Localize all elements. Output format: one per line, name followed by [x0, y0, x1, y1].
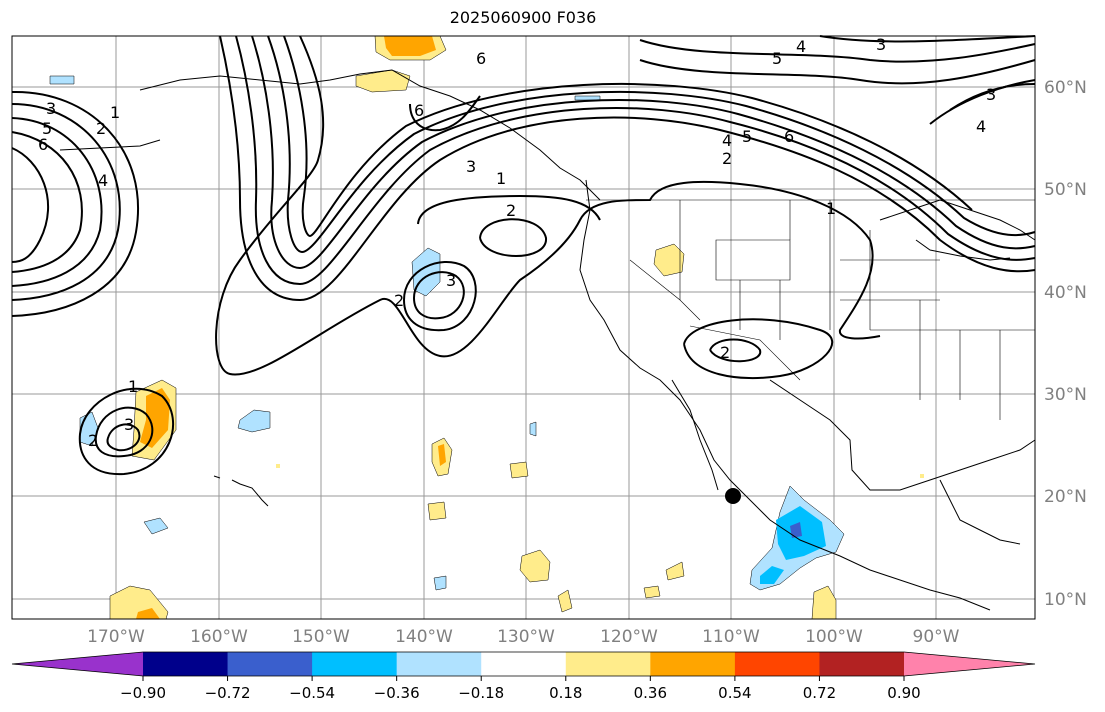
lon-label: 110°W: [702, 627, 760, 647]
colorbar-low-extension: [12, 652, 143, 676]
map-title: 2025060900 F036: [449, 8, 597, 27]
contour-label: 3: [466, 157, 476, 176]
lon-label: 160°W: [190, 627, 248, 647]
lat-label: 10°N: [1044, 590, 1087, 610]
contour-label: 3: [876, 35, 886, 54]
contour-label: 1: [128, 377, 138, 396]
colorbar-segment: [227, 652, 313, 676]
colorbar-tick-label: −0.36: [374, 684, 420, 702]
contour-label: 5: [742, 127, 752, 146]
lon-label: 150°W: [292, 627, 350, 647]
contour-label: 3: [446, 271, 456, 290]
colorbar-segment: [396, 652, 482, 676]
contour-label: 3: [46, 99, 56, 118]
contour-label: 6: [414, 101, 424, 120]
contour-label: 2: [88, 431, 98, 450]
contour-label: 4: [796, 37, 806, 56]
colorbar-tick-label: 0.54: [718, 684, 751, 702]
contour-label: 2: [720, 343, 730, 362]
lon-label: 170°W: [87, 627, 145, 647]
colorbar-tick-label: −0.18: [458, 684, 504, 702]
contour-label: 5: [42, 119, 52, 138]
longitude-labels: 170°W 160°W 150°W 140°W 130°W 120°W 110°…: [87, 627, 960, 647]
latitude-labels: 60°N 50°N 40°N 30°N 20°N 10°N: [1044, 78, 1087, 610]
colorbar-tick-label: −0.54: [289, 684, 335, 702]
colorbar-segment: [819, 652, 905, 676]
contour-label: 1: [496, 169, 506, 188]
contour-label: 4: [976, 117, 986, 136]
lon-label: 140°W: [395, 627, 453, 647]
colorbar-ticks: −0.90 −0.72 −0.54 −0.36 −0.18 0.18 0.36 0.54 0.7…: [120, 676, 921, 702]
colorbar-tick-label: 0.90: [887, 684, 920, 702]
colorbar-segment: [143, 652, 229, 676]
colorbar-high-extension: [904, 652, 1035, 676]
contour-label: 2: [394, 291, 404, 310]
contour-label: 2: [96, 119, 106, 138]
colorbar-segments: [143, 652, 905, 676]
contour-label: 4: [98, 171, 108, 190]
coastlines: [59, 69, 1036, 611]
lat-label: 60°N: [1044, 78, 1087, 98]
contour-label: 1: [826, 199, 836, 218]
contour-label: 2: [506, 201, 516, 220]
map-area: 6 5 4 3 3 4 6 3 5 2 1 6 4 3 1 2 4 5 6 2 …: [11, 35, 1036, 620]
colorbar-tick-label: −0.90: [120, 684, 166, 702]
colorbar-segment: [481, 652, 567, 676]
contours: [11, 35, 1036, 476]
contour-labels: 6 5 4 3 3 4 6 3 5 2 1 6 4 3 1 2 4 5 6 2 …: [38, 35, 996, 450]
lon-label: 90°W: [913, 627, 960, 647]
lat-label: 30°N: [1044, 385, 1087, 405]
contour-label: 4: [722, 131, 732, 150]
colorbar-segment: [312, 652, 398, 676]
contour-label: 3: [124, 415, 134, 434]
lon-label: 120°W: [600, 627, 658, 647]
contour-label: 2: [722, 149, 732, 168]
lat-label: 20°N: [1044, 487, 1087, 507]
colorbar-tick-label: 0.72: [803, 684, 836, 702]
contour-label: 6: [476, 49, 486, 68]
colorbar-segment: [650, 652, 736, 676]
contour-label: 6: [38, 135, 48, 154]
lon-label: 130°W: [497, 627, 555, 647]
contour-label: 6: [784, 127, 794, 146]
colorbar-segment: [734, 652, 820, 676]
colorbar-tick-label: 0.36: [634, 684, 667, 702]
lat-label: 50°N: [1044, 180, 1087, 200]
contour-label: 1: [110, 103, 120, 122]
colorbar-segment: [565, 652, 651, 676]
colorbar-tick-label: −0.72: [205, 684, 251, 702]
colorbar-tick-label: 0.18: [549, 684, 582, 702]
contour-label: 5: [772, 49, 782, 68]
lon-label: 100°W: [805, 627, 863, 647]
colorbar: −0.90 −0.72 −0.54 −0.36 −0.18 0.18 0.36 0.54 0.7…: [11, 651, 1036, 702]
contour-label: 3: [986, 85, 996, 104]
location-marker-dot: [725, 488, 741, 504]
map-frame: [11, 35, 1036, 620]
lat-label: 40°N: [1044, 283, 1087, 303]
